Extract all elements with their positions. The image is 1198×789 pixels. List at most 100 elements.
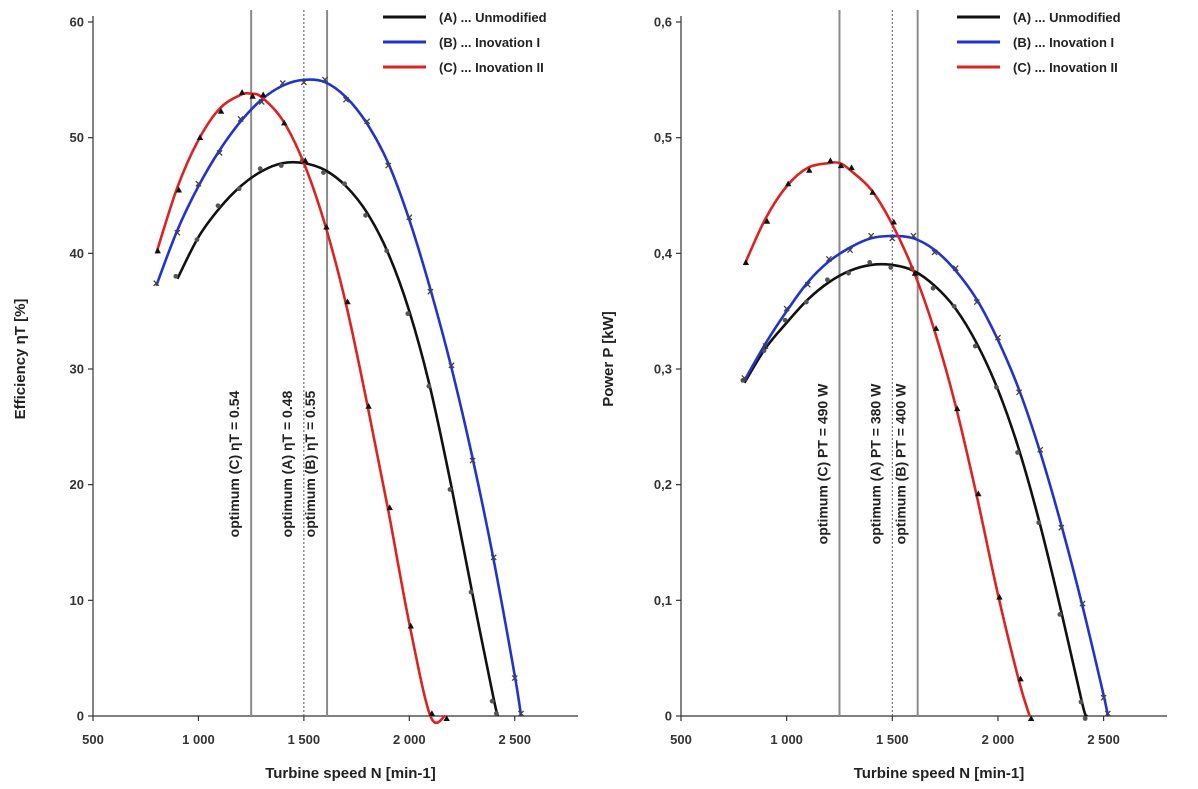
- data-point-stroke-b: [1079, 600, 1086, 607]
- data-point: [196, 134, 204, 141]
- x-tick-label: 1 500: [288, 732, 321, 747]
- data-point: [215, 203, 221, 209]
- x-tick-label: 1 000: [182, 732, 215, 747]
- data-point: [407, 622, 415, 629]
- y-tick-label: 0,1: [654, 593, 672, 608]
- y-tick-label: 20: [70, 477, 84, 492]
- data-point: [952, 265, 959, 272]
- x-tick-label: 500: [82, 732, 104, 747]
- data-point-stroke-b: [910, 232, 917, 239]
- data-point-stroke-b: [385, 162, 392, 169]
- data-point-stroke-b: [952, 265, 959, 272]
- data-point: [888, 265, 894, 270]
- data-point: [953, 405, 961, 412]
- optimum-label: optimum (B) PT = 400 W: [893, 383, 909, 544]
- data-point: [1036, 520, 1042, 526]
- data-point: [321, 76, 329, 83]
- data-point: [365, 403, 372, 409]
- data-point: [996, 593, 1003, 600]
- data-point: [869, 189, 876, 195]
- data-point: [1015, 450, 1020, 455]
- data-point: [384, 248, 390, 254]
- data-point: [931, 249, 938, 256]
- data-point: [825, 277, 830, 283]
- data-point-stroke-b: [994, 334, 1002, 341]
- data-point: [321, 170, 326, 175]
- y-tick-label: 0,2: [654, 477, 672, 492]
- data-point-stroke-b: [153, 280, 160, 287]
- x-tick-label: 2 000: [393, 732, 426, 747]
- y-tick-label: 0: [665, 709, 672, 724]
- data-point: [1058, 524, 1065, 531]
- x-tick-label: 2 500: [1087, 732, 1120, 747]
- data-point: [406, 214, 413, 221]
- data-point: [867, 260, 873, 265]
- series-0: [740, 260, 1088, 721]
- x-tick-label: 2 000: [982, 732, 1015, 747]
- series-1: [153, 76, 525, 717]
- data-point: [827, 157, 834, 164]
- data-point: [1104, 710, 1111, 717]
- data-point: [910, 232, 917, 239]
- data-point: [364, 118, 371, 125]
- y-tick-label: 40: [70, 246, 84, 261]
- legend-label: (A) ... Unmodified: [439, 10, 547, 25]
- y-tick-label: 60: [70, 15, 84, 30]
- data-point: [236, 186, 242, 192]
- x-axis-title: Turbine speed N [min-1]: [854, 765, 1025, 782]
- data-point-stroke-b: [518, 710, 525, 717]
- series-line: [743, 161, 1031, 717]
- data-point: [323, 223, 330, 230]
- data-point-stroke-b: [342, 96, 350, 103]
- data-point: [259, 91, 267, 98]
- data-point-stroke-b: [279, 80, 286, 87]
- data-point: [490, 554, 497, 561]
- data-point: [846, 246, 854, 254]
- data-point: [153, 280, 160, 287]
- x-tick-label: 1 000: [770, 732, 803, 747]
- series-line: [155, 91, 446, 725]
- data-point: [175, 186, 183, 193]
- data-point-stroke-b: [889, 235, 896, 242]
- data-point: [742, 259, 750, 265]
- data-point: [385, 162, 392, 169]
- data-point-stroke-b: [174, 229, 181, 236]
- data-point: [973, 299, 980, 306]
- data-point: [302, 157, 309, 164]
- y-tick-label: 0: [77, 709, 84, 724]
- data-point: [363, 212, 369, 218]
- x-tick-label: 1 500: [876, 732, 909, 747]
- data-point: [405, 311, 411, 317]
- legend-label: (C) ... Inovation II: [1013, 60, 1118, 75]
- data-point-stroke-b: [300, 79, 307, 86]
- data-point: [428, 710, 436, 717]
- data-point-stroke-b: [741, 375, 748, 382]
- data-point: [493, 711, 499, 716]
- data-point: [994, 384, 999, 390]
- data-point-stroke-b: [511, 674, 518, 682]
- data-point: [1016, 389, 1023, 396]
- data-point: [174, 229, 181, 236]
- data-point: [443, 715, 450, 722]
- y-tick-label: 0,6: [654, 15, 672, 30]
- data-point-stroke-b: [490, 554, 497, 561]
- data-point: [518, 710, 525, 717]
- y-tick-label: 0,3: [654, 362, 672, 377]
- x-axis-title: Turbine speed N [min-1]: [265, 765, 436, 782]
- data-point: [975, 490, 982, 497]
- data-point: [249, 93, 256, 99]
- data-point: [889, 235, 896, 242]
- data-point: [930, 285, 936, 291]
- data-point: [300, 79, 307, 86]
- y-tick-label: 0,5: [654, 130, 672, 145]
- data-point: [1017, 675, 1024, 682]
- data-point: [972, 343, 978, 349]
- data-point: [803, 299, 809, 305]
- y-tick-label: 50: [70, 130, 84, 145]
- data-point: [279, 80, 286, 87]
- x-tick-label: 500: [670, 732, 692, 747]
- data-point: [762, 342, 769, 350]
- series-line: [743, 262, 1088, 718]
- data-point: [281, 119, 288, 126]
- y-tick-label: 10: [70, 593, 84, 608]
